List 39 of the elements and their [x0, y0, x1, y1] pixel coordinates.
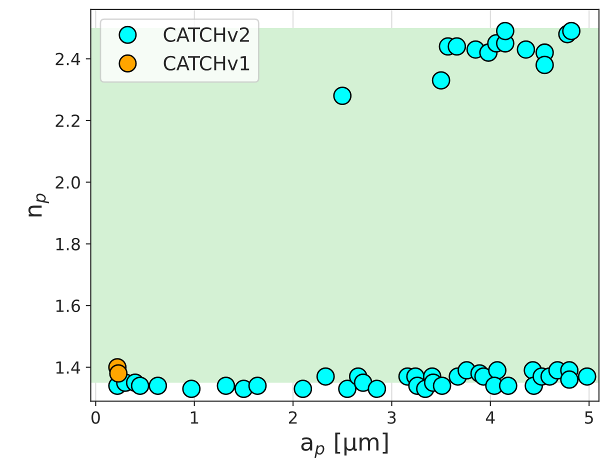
point	[248, 376, 267, 395]
point	[130, 376, 150, 395]
point	[488, 361, 507, 380]
y-tick-label: 2.2	[56, 114, 80, 127]
point	[516, 40, 536, 59]
point	[562, 22, 581, 40]
point	[148, 376, 168, 395]
point	[448, 37, 466, 56]
y-axis-title: n$_{p}$	[28, 194, 49, 216]
legend-label: CATCHv1	[164, 56, 250, 71]
x-axis-title: a$_{p}$ [μm]	[301, 432, 388, 458]
point	[333, 86, 352, 106]
legend-label: CATCHv2	[164, 27, 249, 42]
point	[535, 56, 554, 74]
point	[109, 364, 128, 383]
point	[432, 376, 452, 395]
point	[338, 380, 357, 398]
point	[368, 380, 386, 398]
point	[560, 370, 579, 389]
point	[354, 373, 372, 392]
x-tick-label: 4	[486, 411, 495, 424]
x-tick-label: 1	[190, 411, 198, 424]
point	[432, 71, 450, 90]
x-tick-label: 5	[585, 411, 593, 424]
y-tick-label: 2.4	[56, 52, 80, 66]
point	[496, 22, 514, 40]
point	[316, 367, 335, 386]
point	[578, 367, 596, 386]
point	[294, 380, 312, 398]
point	[216, 376, 236, 395]
y-tick-label: 2.0	[56, 176, 80, 189]
point	[498, 376, 518, 395]
y-tick-label: 1.6	[56, 300, 80, 312]
point	[182, 380, 201, 398]
x-tick-label: 3	[388, 411, 396, 424]
x-tick-label: 2	[288, 411, 297, 424]
y-tick-label: 1.4	[56, 361, 80, 374]
y-tick-label: 1.8	[56, 238, 80, 250]
x-tick-label: 0	[91, 411, 100, 424]
